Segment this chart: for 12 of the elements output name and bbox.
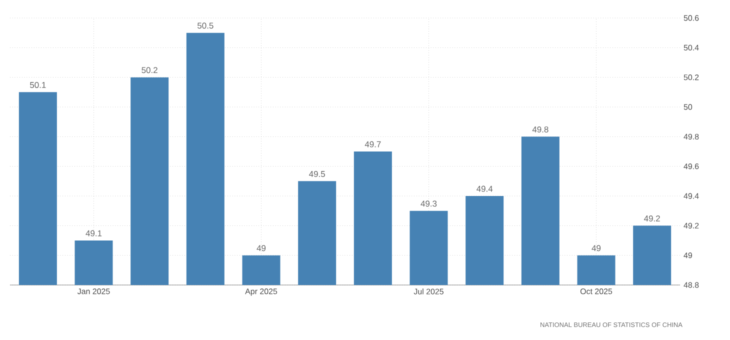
data-label: 49 [256,245,266,252]
data-label: 49.8 [532,126,548,132]
data-label: 49.5 [309,170,325,177]
data-label: 50.2 [142,67,158,74]
data-label: 50.5 [198,22,214,29]
data-label: 49.4 [476,186,493,192]
data-label: 49.2 [644,215,660,222]
data-label: 50.1 [30,82,46,88]
data-label: 49.7 [364,141,381,148]
data-label: 49 [592,245,601,252]
data-label: 49.3 [420,200,437,207]
data-label: 49.1 [86,230,102,236]
